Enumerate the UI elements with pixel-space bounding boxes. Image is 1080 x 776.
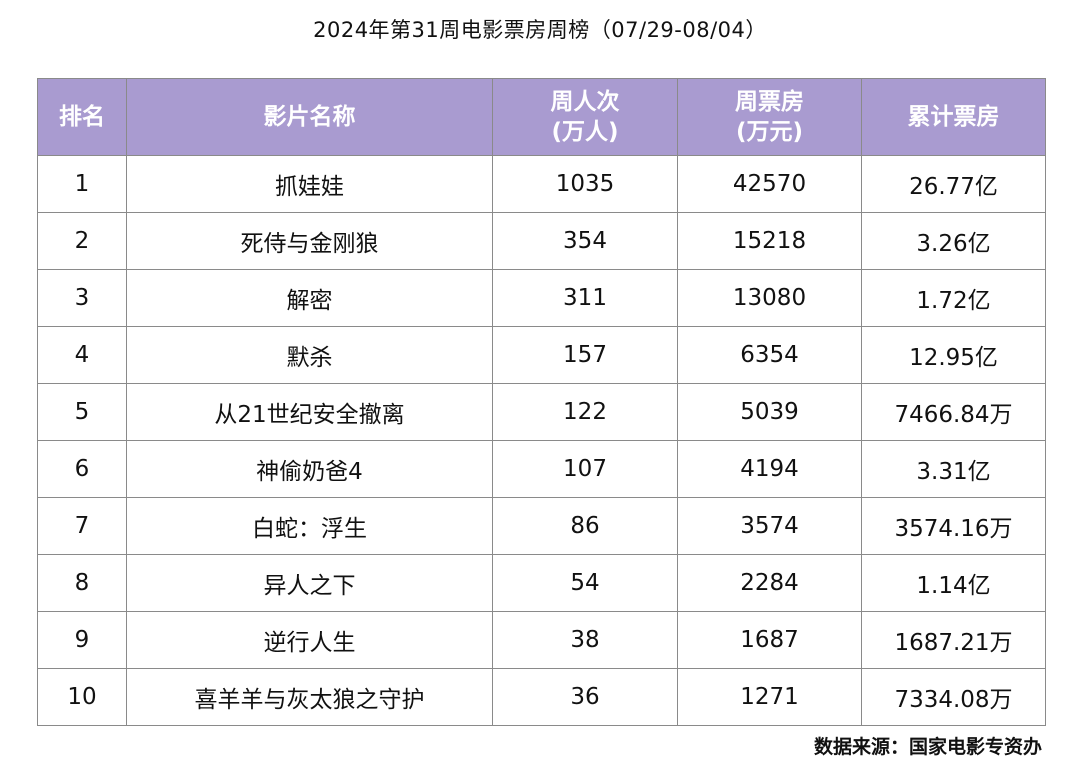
table-row: 7 白蛇：浮生 86 3574 3574.16万 (37, 497, 1046, 555)
weekly-admissions-cell: 36 (492, 668, 678, 726)
film-name-cell: 白蛇：浮生 (126, 497, 493, 555)
film-name-cell: 逆行人生 (126, 611, 493, 669)
weekly-box-office-cell: 3574 (677, 497, 862, 555)
weekly-box-office-cell: 6354 (677, 326, 862, 384)
table-row: 3 解密 311 13080 1.72亿 (37, 269, 1046, 327)
table-row: 10 喜羊羊与灰太狼之守护 36 1271 7334.08万 (37, 668, 1046, 726)
table-row: 1 抓娃娃 1035 42570 26.77亿 (37, 155, 1046, 213)
rank-cell: 2 (37, 212, 127, 270)
weekly-admissions-cell: 122 (492, 383, 678, 441)
rank-cell: 9 (37, 611, 127, 669)
data-source-note: 数据来源：国家电影专资办 (813, 736, 1042, 758)
weekly-box-office-cell: 2284 (677, 554, 862, 612)
cumulative-box-office-cell: 26.77亿 (861, 155, 1046, 213)
table-row: 9 逆行人生 38 1687 1687.21万 (37, 611, 1046, 669)
film-name-cell: 抓娃娃 (126, 155, 493, 213)
cumulative-box-office-cell: 7466.84万 (861, 383, 1046, 441)
rank-cell: 10 (37, 668, 127, 726)
rank-cell: 4 (37, 326, 127, 384)
weekly-box-office-cell: 4194 (677, 440, 862, 498)
header-weekly-admissions-label: 周人次 (550, 89, 620, 115)
weekly-box-office-cell: 13080 (677, 269, 862, 327)
header-film-name: 影片名称 (126, 78, 493, 156)
film-name-cell: 默杀 (126, 326, 493, 384)
film-name-cell: 神偷奶爸4 (126, 440, 493, 498)
header-row: 排名 影片名称 周人次 (万人) 周票房 (万元) 累计票房 (37, 78, 1046, 156)
header-weekly-box-office: 周票房 (万元) (677, 78, 862, 156)
cumulative-box-office-cell: 7334.08万 (861, 668, 1046, 726)
weekly-box-office-cell: 1687 (677, 611, 862, 669)
cumulative-box-office-cell: 1.14亿 (861, 554, 1046, 612)
table-row: 8 异人之下 54 2284 1.14亿 (37, 554, 1046, 612)
table-row: 5 从21世纪安全撤离 122 5039 7466.84万 (37, 383, 1046, 441)
weekly-box-office-cell: 42570 (677, 155, 862, 213)
table-row: 6 神偷奶爸4 107 4194 3.31亿 (37, 440, 1046, 498)
page-title: 2024年第31周电影票房周榜（07/29-08/04） (313, 18, 767, 42)
weekly-admissions-cell: 107 (492, 440, 678, 498)
rank-cell: 3 (37, 269, 127, 327)
header-weekly-admissions: 周人次 (万人) (492, 78, 678, 156)
film-name-cell: 解密 (126, 269, 493, 327)
table-body: 1 抓娃娃 1035 42570 26.77亿 2 死侍与金刚狼 354 152… (37, 155, 1046, 726)
cumulative-box-office-cell: 12.95亿 (861, 326, 1046, 384)
weekly-admissions-cell: 354 (492, 212, 678, 270)
rank-cell: 7 (37, 497, 127, 555)
weekly-admissions-cell: 157 (492, 326, 678, 384)
table-row: 2 死侍与金刚狼 354 15218 3.26亿 (37, 212, 1046, 270)
weekly-admissions-cell: 38 (492, 611, 678, 669)
film-name-cell: 喜羊羊与灰太狼之守护 (126, 668, 493, 726)
table-row: 4 默杀 157 6354 12.95亿 (37, 326, 1046, 384)
film-name-cell: 异人之下 (126, 554, 493, 612)
header-weekly-box-office-label: 周票房 (735, 89, 804, 115)
cumulative-box-office-cell: 3574.16万 (861, 497, 1046, 555)
weekly-admissions-cell: 1035 (492, 155, 678, 213)
weekly-admissions-cell: 86 (492, 497, 678, 555)
weekly-admissions-cell: 54 (492, 554, 678, 612)
header-rank: 排名 (37, 78, 127, 156)
cumulative-box-office-cell: 1.72亿 (861, 269, 1046, 327)
weekly-box-office-cell: 1271 (677, 668, 862, 726)
header-cumulative-box-office: 累计票房 (861, 78, 1046, 156)
rank-cell: 1 (37, 155, 127, 213)
weekly-box-office-cell: 5039 (677, 383, 862, 441)
cumulative-box-office-cell: 3.26亿 (861, 212, 1046, 270)
table-header: 排名 影片名称 周人次 (万人) 周票房 (万元) 累计票房 (37, 78, 1046, 156)
rank-cell: 8 (37, 554, 127, 612)
cumulative-box-office-cell: 3.31亿 (861, 440, 1046, 498)
header-weekly-admissions-unit: (万人) (551, 119, 619, 145)
film-name-cell: 死侍与金刚狼 (126, 212, 493, 270)
cumulative-box-office-cell: 1687.21万 (861, 611, 1046, 669)
rank-cell: 6 (37, 440, 127, 498)
weekly-admissions-cell: 311 (492, 269, 678, 327)
weekly-box-office-cell: 15218 (677, 212, 862, 270)
rank-cell: 5 (37, 383, 127, 441)
film-name-cell: 从21世纪安全撤离 (126, 383, 493, 441)
header-weekly-box-office-unit: (万元) (735, 119, 804, 145)
box-office-table: 排名 影片名称 周人次 (万人) 周票房 (万元) 累计票房 1 抓娃娃 103… (37, 78, 1046, 726)
